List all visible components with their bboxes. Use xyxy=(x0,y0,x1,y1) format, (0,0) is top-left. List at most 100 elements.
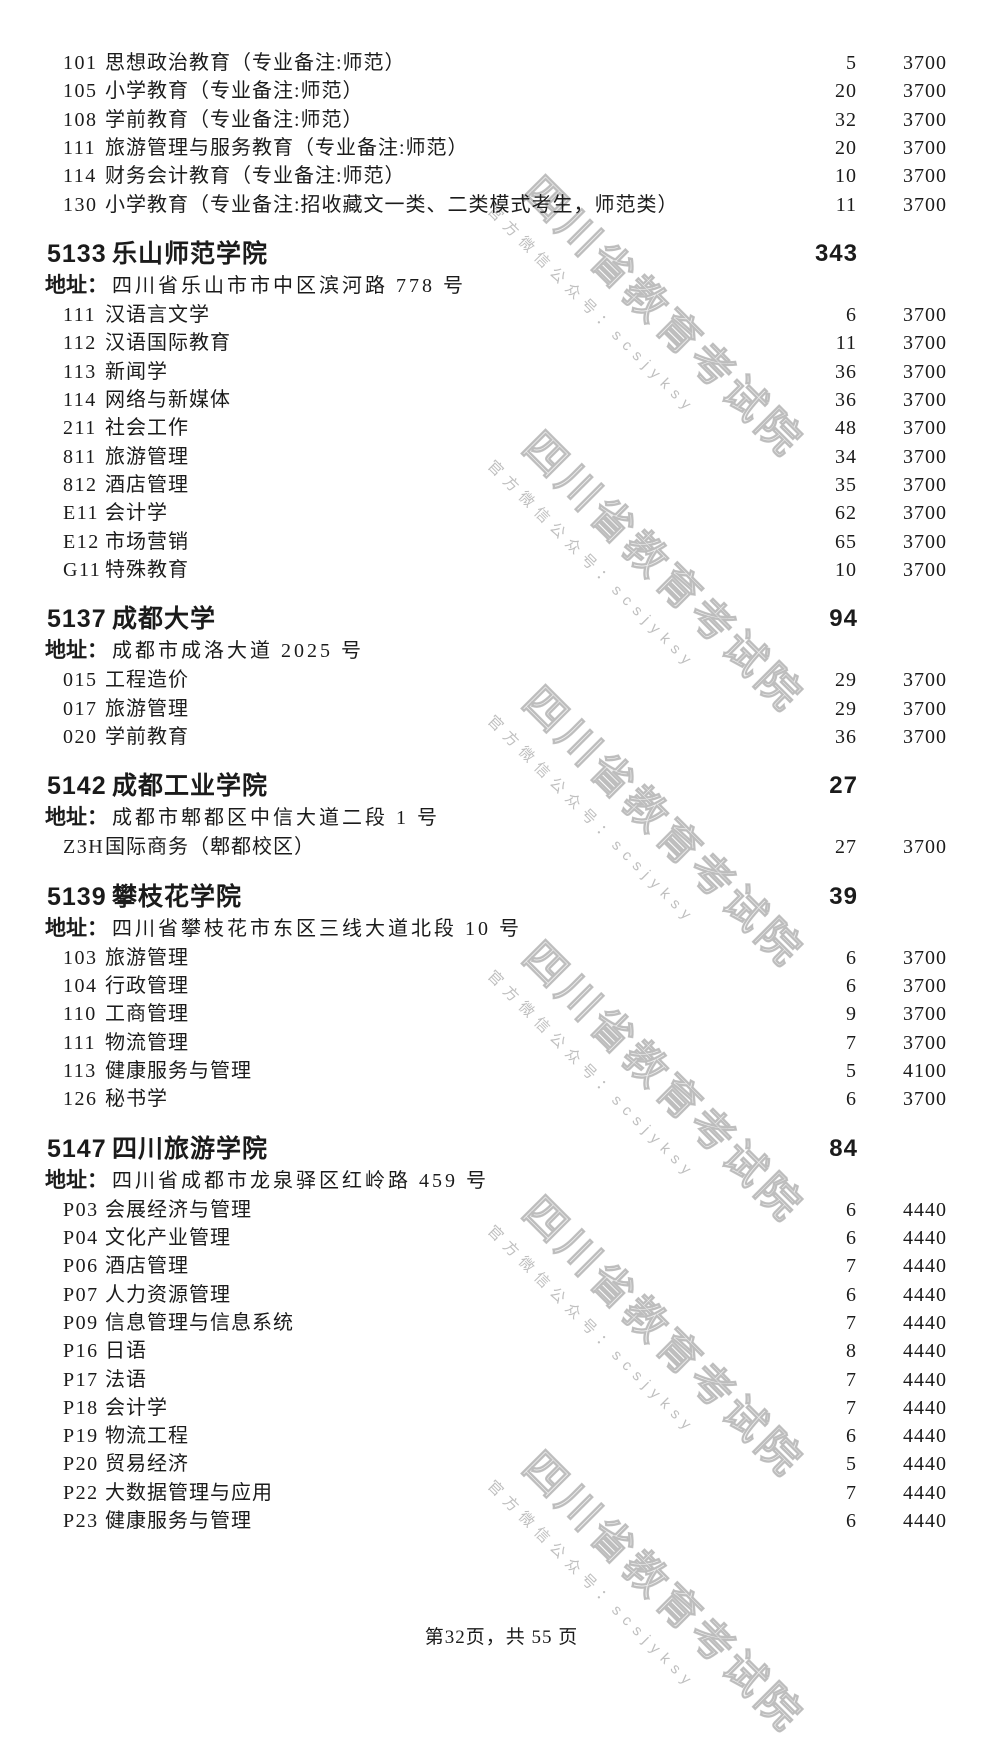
college-address-line: 地址： 成都市郫都区中信大道二段 1 号 xyxy=(0,803,1003,833)
program-count: 6 xyxy=(846,1283,857,1306)
program-count: 48 xyxy=(835,417,857,440)
program-fee: 4440 xyxy=(903,1368,947,1391)
page-number: 第32页，共 55 页 xyxy=(424,1627,579,1648)
program-row: 101 思想政治教育（专业备注:师范） 5 3700 xyxy=(0,49,1003,77)
program-fee: 3700 xyxy=(903,417,947,440)
program-row: 110 工商管理 9 3700 xyxy=(0,1000,1003,1028)
program-code: 104 xyxy=(63,974,98,997)
program-row: P23 健康服务与管理 6 4440 xyxy=(0,1507,1003,1535)
program-count: 10 xyxy=(835,558,857,581)
program-count: 5 xyxy=(846,52,857,74)
college-section: 5147 四川旅游学院 84 地址： 四川省成都市龙泉驿区红岭路 459 号 P… xyxy=(0,1132,1003,1536)
college-section: 5142 成都工业学院 27 地址： 成都市郫都区中信大道二段 1 号 Z3H … xyxy=(0,769,1003,861)
program-name: 旅游管理 xyxy=(105,946,189,969)
program-row: P06 酒店管理 7 4440 xyxy=(0,1252,1003,1280)
program-name: 学前教育（专业备注:师范） xyxy=(105,108,364,131)
program-code: Z3H xyxy=(63,836,105,859)
program-row: G11 特殊教育 10 3700 xyxy=(0,556,1003,584)
program-fee: 3700 xyxy=(903,473,947,496)
program-name: 社会工作 xyxy=(105,417,189,440)
program-fee: 3700 xyxy=(903,974,947,997)
program-name: 小学教育（专业备注:师范） xyxy=(105,80,364,103)
program-row: 017 旅游管理 29 3700 xyxy=(0,695,1003,723)
program-code: 113 xyxy=(63,360,97,383)
program-name: 酒店管理 xyxy=(105,1255,189,1278)
program-count: 32 xyxy=(835,108,857,131)
program-name: 日语 xyxy=(105,1340,147,1363)
program-count: 7 xyxy=(846,1311,857,1334)
program-count: 7 xyxy=(846,1481,857,1504)
program-fee: 3700 xyxy=(903,669,947,692)
program-code: 101 xyxy=(63,52,98,74)
program-name: 人力资源管理 xyxy=(105,1283,231,1306)
program-code: 015 xyxy=(63,669,98,692)
address-label: 地址： xyxy=(45,273,108,297)
program-fee: 3700 xyxy=(903,136,947,159)
program-row: P04 文化产业管理 6 4440 xyxy=(0,1224,1003,1252)
program-count: 10 xyxy=(835,165,857,188)
program-fee: 4440 xyxy=(903,1255,947,1278)
college-total: 94 xyxy=(829,605,858,633)
address-value: 成都市郫都区中信大道二段 1 号 xyxy=(112,807,440,830)
college-name: 攀枝花学院 xyxy=(112,882,243,911)
program-name: 文化产业管理 xyxy=(105,1226,231,1249)
program-name: 汉语国际教育 xyxy=(105,332,231,355)
program-fee: 3700 xyxy=(903,108,947,131)
program-code: 108 xyxy=(63,108,98,131)
program-code: P19 xyxy=(63,1425,99,1448)
program-name: 物流工程 xyxy=(105,1425,189,1448)
program-count: 27 xyxy=(835,836,857,859)
program-code: 020 xyxy=(63,725,98,748)
address-label: 地址： xyxy=(45,1168,108,1192)
program-code: P06 xyxy=(63,1255,99,1278)
program-count: 9 xyxy=(846,1003,857,1026)
program-name: 法语 xyxy=(105,1368,147,1391)
program-count: 65 xyxy=(835,530,857,553)
program-count: 6 xyxy=(846,1198,857,1221)
program-row: 811 旅游管理 34 3700 xyxy=(0,443,1003,471)
program-fee: 3700 xyxy=(903,725,947,748)
program-code: P23 xyxy=(63,1510,99,1533)
program-row: 111 旅游管理与服务教育（专业备注:师范） 20 3700 xyxy=(0,134,1003,162)
program-name: 行政管理 xyxy=(105,974,189,997)
program-row: 812 酒店管理 35 3700 xyxy=(0,471,1003,499)
college-code: 5139 xyxy=(47,882,107,911)
program-row: P03 会展经济与管理 6 4440 xyxy=(0,1196,1003,1224)
program-row: P07 人力资源管理 6 4440 xyxy=(0,1281,1003,1309)
program-count: 6 xyxy=(846,1425,857,1448)
program-row: 103 旅游管理 6 3700 xyxy=(0,944,1003,972)
college-total: 27 xyxy=(829,772,858,800)
college-total: 343 xyxy=(814,239,858,267)
program-name: 新闻学 xyxy=(105,360,168,383)
program-name: 会展经济与管理 xyxy=(105,1198,252,1221)
program-count: 20 xyxy=(835,136,857,159)
college-address-line: 地址： 四川省乐山市市中区滨河路 778 号 xyxy=(0,271,1003,301)
program-code: 113 xyxy=(63,1059,97,1082)
college-header: 5147 四川旅游学院 84 xyxy=(0,1132,1003,1166)
program-code: 112 xyxy=(63,332,97,355)
program-code: P17 xyxy=(63,1368,99,1391)
program-fee: 3700 xyxy=(903,332,947,355)
program-row: P19 物流工程 6 4440 xyxy=(0,1422,1003,1450)
program-row: 020 学前教育 36 3700 xyxy=(0,723,1003,751)
program-row: 108 学前教育（专业备注:师范） 32 3700 xyxy=(0,106,1003,134)
program-count: 6 xyxy=(846,1510,857,1533)
program-name: 信息管理与信息系统 xyxy=(105,1311,294,1334)
program-list: Z3H 国际商务（郫都校区） 27 3700 xyxy=(0,833,1003,861)
program-code: P09 xyxy=(63,1311,99,1334)
program-count: 5 xyxy=(846,1453,857,1476)
program-count: 6 xyxy=(846,1088,857,1111)
program-row: P20 贸易经济 5 4440 xyxy=(0,1450,1003,1478)
program-row: 105 小学教育（专业备注:师范） 20 3700 xyxy=(0,77,1003,105)
program-count: 6 xyxy=(846,974,857,997)
program-list: 015 工程造价 29 3700 017 旅游管理 29 3700 020 学前… xyxy=(0,666,1003,751)
program-count: 7 xyxy=(846,1031,857,1054)
program-name: 健康服务与管理 xyxy=(105,1510,252,1533)
program-row: E12 市场营销 65 3700 xyxy=(0,528,1003,556)
program-code: P18 xyxy=(63,1396,99,1419)
college-header: 5139 攀枝花学院 39 xyxy=(0,880,1003,914)
program-count: 6 xyxy=(846,946,857,969)
program-row: 104 行政管理 6 3700 xyxy=(0,972,1003,1000)
program-code: 017 xyxy=(63,697,98,720)
program-code: P20 xyxy=(63,1453,99,1476)
